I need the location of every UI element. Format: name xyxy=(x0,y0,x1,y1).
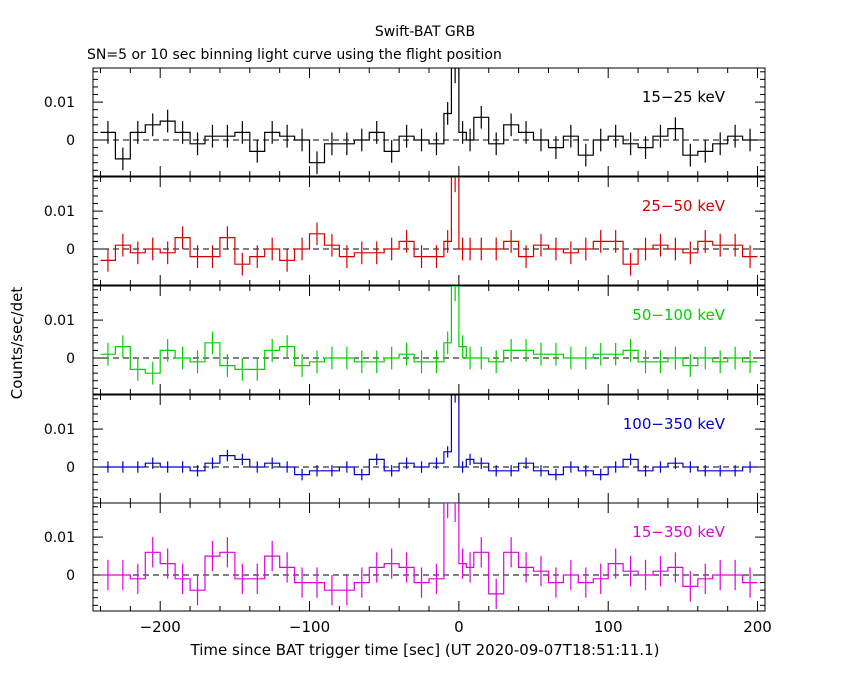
series-step-line xyxy=(100,503,758,595)
x-tick-label: −100 xyxy=(289,618,330,636)
series-label: 100−350 keV xyxy=(623,415,726,433)
x-axis-label: Time since BAT trigger time [sec] (UT 20… xyxy=(190,641,660,659)
series-label: 25−50 keV xyxy=(642,197,726,215)
y-tick-label: 0 xyxy=(66,568,75,584)
series-label: 15−350 keV xyxy=(632,523,725,541)
y-tick-label: 0 xyxy=(66,460,75,476)
x-tick-label: 0 xyxy=(454,618,464,636)
y-axis-label: Counts/sec/det xyxy=(8,287,26,400)
chart-subtitle: SN=5 or 10 sec binning light curve using… xyxy=(87,47,502,63)
chart-title: Swift-BAT GRB xyxy=(375,24,475,40)
panel-frame xyxy=(92,502,766,612)
panel-4: 0 0.01 100−350 keV xyxy=(44,394,766,504)
y-tick-label: 0.01 xyxy=(44,530,75,546)
y-tick-label: 0.01 xyxy=(44,313,75,329)
x-tick-label: 100 xyxy=(594,618,623,636)
series-step-line xyxy=(100,68,758,164)
x-tick-label: 200 xyxy=(743,618,772,636)
panel-1: 0 0.01 15−25 keV xyxy=(44,67,766,177)
panel-frame xyxy=(92,176,766,286)
y-tick-label: 0 xyxy=(66,133,75,149)
y-tick-label: 0.01 xyxy=(44,204,75,220)
y-tick-label: 0 xyxy=(66,242,75,258)
panel-5: 0 0.01 15−350 keV xyxy=(44,502,766,612)
x-tick-label: −200 xyxy=(140,618,181,636)
series-step-line xyxy=(100,286,758,374)
panels-group: 0 0.01 15−25 keV 0 0.01 25−50 keV 0 0.01 50−100 … xyxy=(44,67,772,636)
panel-frame xyxy=(92,67,766,177)
series-step-line xyxy=(100,395,758,476)
panel-3: 0 0.01 50−100 keV xyxy=(44,285,766,395)
y-tick-label: 0.01 xyxy=(44,95,75,111)
panel-frame xyxy=(92,394,766,504)
panel-2: 0 0.01 25−50 keV xyxy=(44,176,766,286)
y-tick-label: 0 xyxy=(66,351,75,367)
series-label: 15−25 keV xyxy=(642,88,726,106)
series-label: 50−100 keV xyxy=(632,306,725,324)
panel-frame xyxy=(92,285,766,395)
y-tick-label: 0.01 xyxy=(44,422,75,438)
series-step-line xyxy=(100,177,758,265)
